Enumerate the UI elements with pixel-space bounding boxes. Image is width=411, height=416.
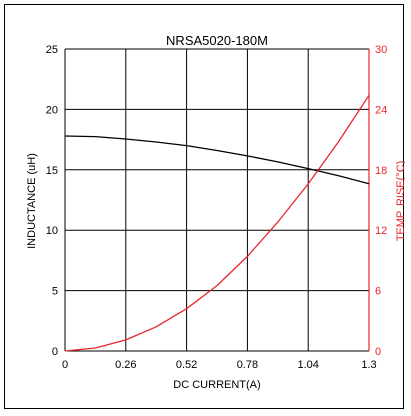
temp-rise-curve [64, 94, 370, 352]
x-tick-label: 1.3 [361, 359, 376, 371]
y-left-tick-label: 20 [46, 104, 58, 116]
x-tick-label: 0 [62, 359, 68, 371]
y-right-tick-label: 6 [375, 286, 381, 298]
y-right-tick-label: 0 [375, 346, 381, 358]
chart-frame: NRSA5020-180M 0 0.26 0.52 0.78 1.04 1.3 0 5 10 15… [4, 4, 405, 409]
y-left-tick-label: 10 [46, 225, 58, 237]
y-axis-right-label: TEMP. RISE(°C) [395, 161, 405, 242]
chart-svg: NRSA5020-180M 0 0.26 0.52 0.78 1.04 1.3051015… [26, 33, 405, 391]
x-axis-label: DC CURRENT(A) [173, 379, 260, 391]
x-tick-label: 0.52 [176, 359, 197, 371]
y-left-tick-label: 15 [46, 165, 58, 177]
y-right-tick-label: 12 [375, 225, 387, 237]
x-tick-label: 1.04 [297, 359, 318, 371]
chart-title: NRSA5020-180M [166, 33, 268, 48]
y-right-tick-label: 30 [375, 44, 387, 56]
y-axis-left-label: INDUCTANCE (uH) [26, 153, 38, 249]
y-left-tick-label: 0 [52, 346, 58, 358]
y-right-tick-label: 24 [375, 104, 387, 116]
x-tick-label: 0.26 [115, 359, 136, 371]
inductance-curve [64, 135, 370, 185]
y-right-tick-label: 18 [375, 165, 387, 177]
x-tick-label: 0.78 [237, 359, 258, 371]
y-left-tick-label: 25 [46, 44, 58, 56]
series-group [64, 94, 370, 352]
y-left-tick-label: 5 [52, 286, 58, 298]
grid [64, 48, 370, 352]
